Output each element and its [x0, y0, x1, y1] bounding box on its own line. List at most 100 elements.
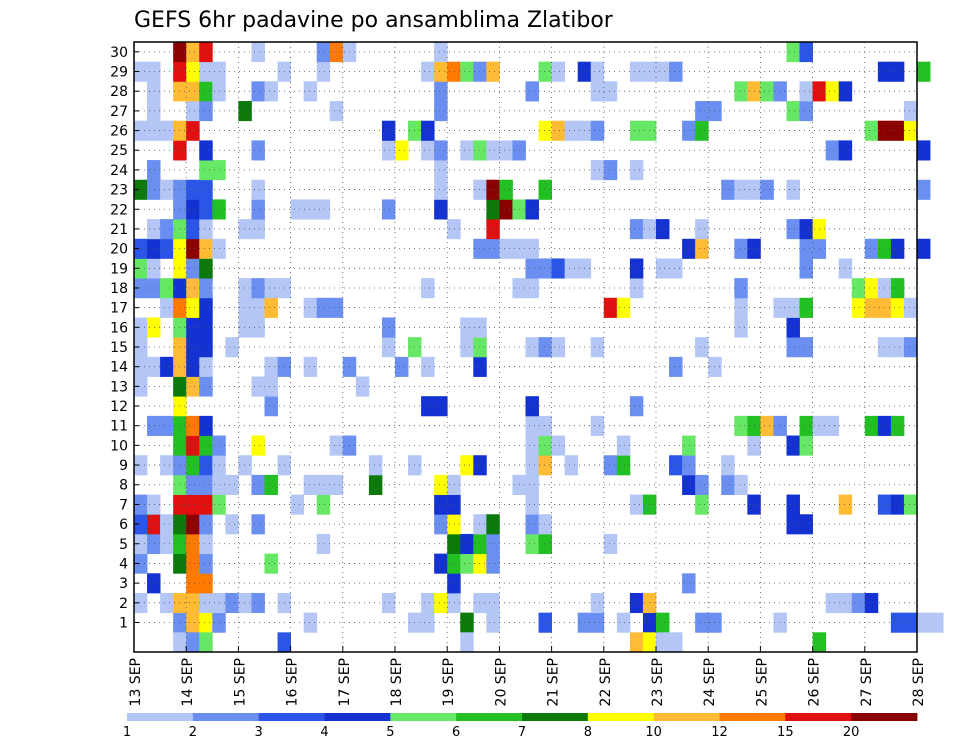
heatmap-cell [799, 337, 813, 358]
heatmap-cell [147, 219, 161, 240]
y-tick-label: 13 [110, 379, 128, 395]
heatmap-cell [786, 179, 800, 200]
heatmap-cell [786, 337, 800, 358]
heatmap-cell [355, 376, 370, 397]
heatmap-cell [290, 199, 305, 220]
heatmap-cell [186, 376, 200, 397]
heatmap-cell [590, 120, 605, 141]
heatmap-cell [316, 494, 331, 515]
y-tick-label: 20 [110, 242, 128, 258]
heatmap-cell [525, 278, 539, 299]
heatmap-cell [525, 474, 539, 495]
heatmap-cell [199, 553, 213, 574]
heatmap-cell [838, 258, 853, 279]
heatmap-cell [186, 514, 200, 535]
heatmap-cell [864, 415, 879, 436]
heatmap-cell [486, 179, 500, 200]
heatmap-cell [186, 573, 200, 594]
heatmap-cell [473, 140, 487, 161]
heatmap-cell [590, 415, 605, 436]
heatmap-cell [473, 179, 487, 200]
heatmap-cell [147, 258, 161, 279]
heatmap-cell [160, 219, 174, 240]
y-tick-label: 18 [110, 281, 128, 297]
x-tick-label: 13 SEP [128, 658, 144, 706]
heatmap-cell [368, 455, 383, 476]
colorbar-label: 12 [711, 725, 728, 740]
heatmap-cell [447, 474, 461, 495]
heatmap-cell [134, 553, 148, 574]
heatmap-cell [381, 199, 396, 220]
heatmap-cell [525, 435, 539, 456]
heatmap-cell [251, 376, 265, 397]
heatmap-cell [447, 61, 461, 82]
heatmap-cell [368, 474, 383, 495]
heatmap-cell [186, 553, 200, 574]
y-tick-label: 7 [119, 497, 128, 513]
heatmap-cell [721, 179, 735, 200]
heatmap-cell [890, 238, 905, 259]
heatmap-cell [603, 297, 618, 318]
y-tick-label: 24 [110, 163, 128, 179]
heatmap-cell [864, 120, 879, 141]
y-tick-label: 6 [119, 517, 128, 533]
heatmap-cell [421, 592, 435, 614]
colorbar-swatch [390, 713, 457, 721]
heatmap-cell [329, 474, 344, 495]
heatmap-cell [186, 199, 200, 220]
heatmap-cell [434, 553, 448, 574]
heatmap-cell [186, 612, 200, 633]
y-tick-label: 28 [110, 84, 128, 100]
x-tick-label: 16 SEP [285, 658, 301, 706]
heatmap-cell [616, 612, 631, 633]
heatmap-cell [603, 160, 618, 181]
x-tick-label: 26 SEP [807, 658, 823, 706]
heatmap-cell [786, 42, 800, 63]
heatmap-cell [460, 553, 474, 574]
heatmap-cell [538, 337, 552, 358]
heatmap-cell [434, 514, 448, 535]
heatmap-cell [186, 455, 200, 476]
heatmap-cell [682, 238, 696, 259]
heatmap-cell [186, 42, 200, 63]
heatmap-cell [147, 356, 161, 377]
heatmap-cell [186, 278, 200, 299]
heatmap-cell [199, 101, 213, 122]
heatmap-cell [251, 199, 265, 220]
heatmap-cell [629, 219, 644, 240]
heatmap-cell [134, 317, 148, 338]
y-tick-label: 3 [119, 576, 128, 592]
heatmap-cell [303, 297, 318, 318]
heatmap-cell [303, 474, 318, 495]
heatmap-cell [251, 81, 265, 102]
heatmap-cell [460, 612, 474, 633]
heatmap-cell [447, 573, 461, 594]
heatmap-cell [134, 356, 148, 377]
heatmap-cell [199, 573, 213, 594]
heatmap-cell [460, 455, 474, 476]
heatmap-cell [421, 612, 435, 633]
heatmap-cell [186, 120, 200, 141]
heatmap-cell [603, 533, 618, 555]
heatmap-cell [251, 219, 265, 240]
heatmap-cell [238, 455, 252, 476]
y-tick-label: 2 [119, 596, 128, 612]
y-tick-label: 26 [110, 124, 128, 140]
heatmap-cell [486, 61, 500, 82]
heatmap-cell [199, 140, 213, 161]
heatmap-cell [199, 455, 213, 476]
heatmap-cell [603, 455, 618, 476]
heatmap-cell [695, 120, 709, 141]
heatmap-cell [199, 81, 213, 102]
heatmap-cell [799, 238, 813, 259]
heatmap-cell [486, 553, 500, 574]
heatmap-cell [199, 494, 213, 515]
heatmap-cell [590, 160, 605, 181]
heatmap-cell [629, 61, 644, 82]
heatmap-cell [473, 61, 487, 82]
colorbar-swatch [127, 713, 194, 721]
heatmap-cell [381, 337, 396, 358]
y-tick-label: 21 [110, 222, 128, 238]
heatmap-cell [199, 632, 213, 653]
x-tick-label: 25 SEP [754, 658, 770, 706]
